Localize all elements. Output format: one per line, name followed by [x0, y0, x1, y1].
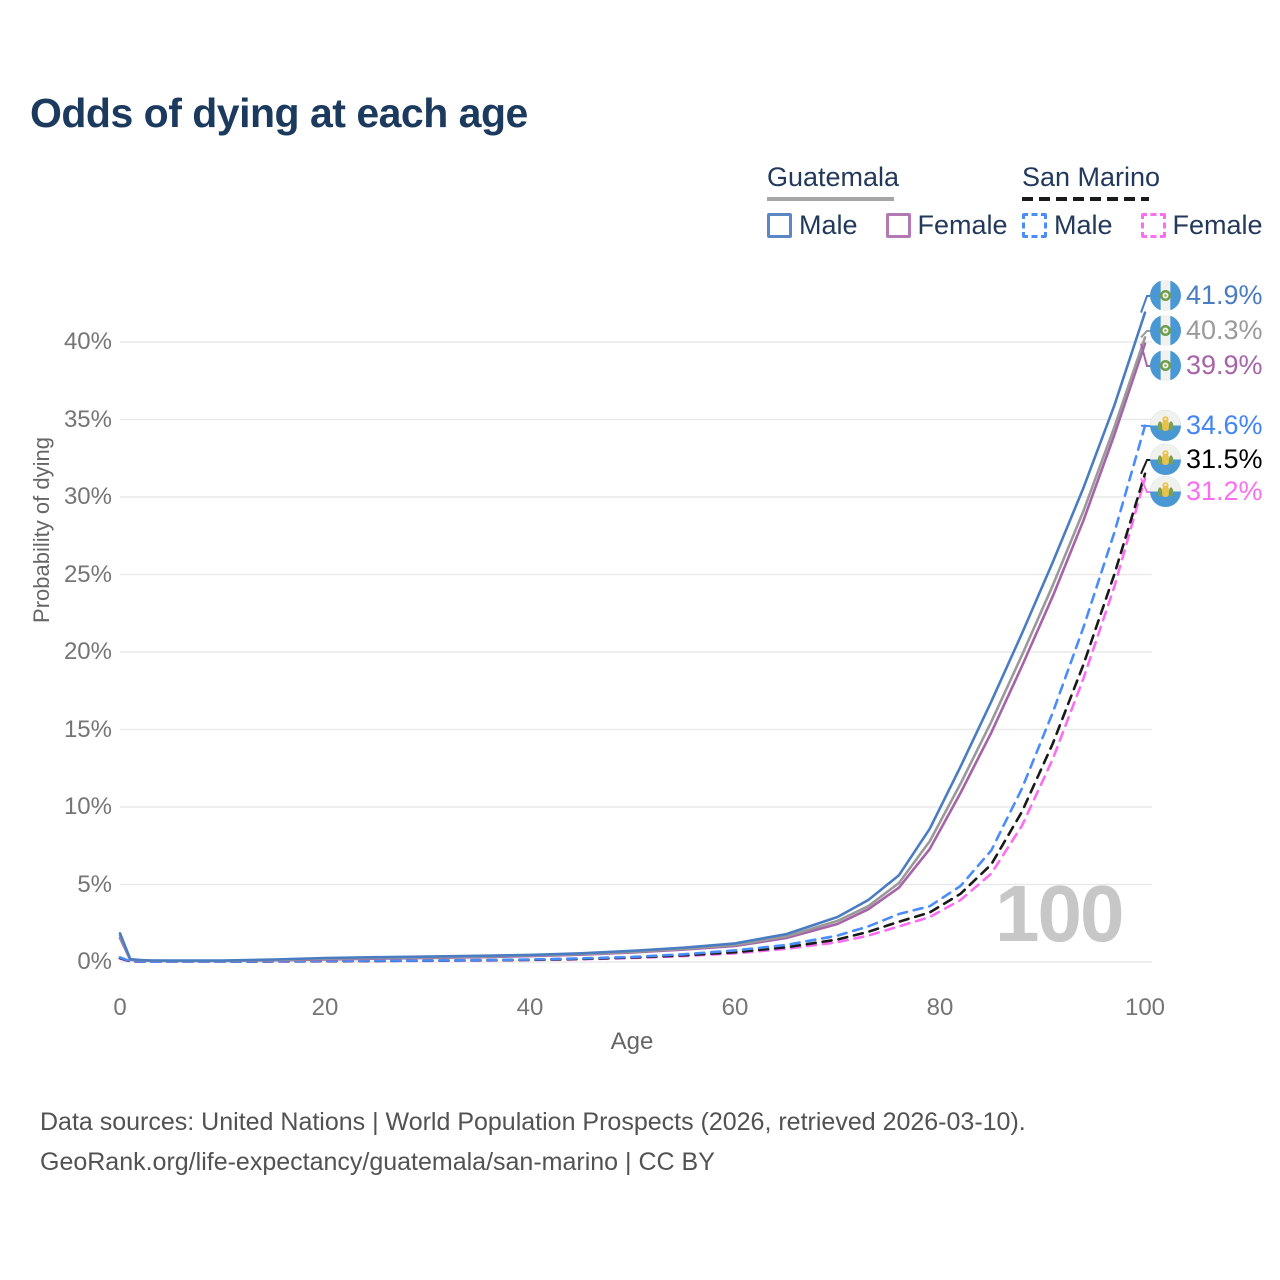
guatemala-female-swatch-icon — [885, 213, 911, 238]
y-tick-label: 0% — [77, 948, 112, 975]
y-tick-label: 10% — [63, 793, 112, 820]
legend-item-label: Female — [917, 210, 1008, 240]
x-tick-label: 40 — [516, 994, 544, 1021]
end-label-guatemala-both-sexes: 40.3% — [1150, 315, 1263, 346]
san-marino-male-swatch-icon — [1022, 213, 1047, 238]
x-tick-label: 60 — [721, 994, 749, 1021]
legend-item-guatemala-female[interactable]: Female — [885, 210, 1008, 241]
y-tick-label: 35% — [63, 405, 112, 433]
y-tick-label: 40% — [63, 328, 112, 355]
end-value-text: 39.9% — [1186, 350, 1263, 380]
series-san-marino-female[interactable] — [118, 477, 1147, 963]
legend-group-guatemala: Guatemala Male Female — [767, 162, 1008, 241]
san-marino-female-swatch-icon — [1140, 213, 1166, 238]
end-value-text: 34.6% — [1186, 410, 1263, 440]
guatemala-flag-icon — [1150, 280, 1181, 311]
legend-group-san-marino: San Marino Male Female — [1022, 162, 1263, 241]
age-watermark: 100 — [995, 869, 1124, 958]
san-marino-flag-icon — [1150, 444, 1181, 475]
x-tick-label: 20 — [311, 994, 339, 1021]
guatemala-male-swatch-icon — [767, 213, 792, 238]
footer-data-sources: Data sources: United Nations | World Pop… — [40, 1108, 1026, 1136]
guatemala-flag-icon — [1150, 315, 1181, 346]
annotation-leader-line — [1140, 343, 1151, 367]
footer-attribution: GeoRank.org/life-expectancy/guatemala/sa… — [40, 1148, 715, 1176]
legend-item-label: Male — [799, 210, 858, 240]
end-label-san-marino-male: 34.6% — [1150, 410, 1263, 441]
legend-group-title-guatemala[interactable]: Guatemala — [767, 162, 900, 192]
end-value-text: 40.3% — [1186, 315, 1263, 345]
annotation-leader-line — [1140, 477, 1151, 493]
san-marino-flag-icon — [1150, 476, 1181, 507]
y-tick-label: 20% — [63, 638, 112, 665]
end-label-guatemala-male: 41.9% — [1150, 280, 1263, 311]
legend-item-label: Female — [1172, 210, 1263, 240]
y-tick-label: 25% — [63, 560, 112, 588]
legend-group-title-san-marino[interactable]: San Marino — [1022, 162, 1161, 192]
end-label-guatemala-female: 39.9% — [1150, 350, 1263, 381]
series-san-marino-male[interactable] — [118, 424, 1147, 963]
x-tick-label: 0 — [113, 994, 127, 1021]
annotation-leader-line — [1140, 459, 1151, 475]
series-san-marino-both-sexes[interactable] — [118, 472, 1147, 963]
san-marino-line-style-sample — [1022, 197, 1149, 201]
series-guatemala-male[interactable] — [118, 311, 1147, 962]
legend-item-san-marino-male[interactable]: Male — [1022, 210, 1113, 241]
series-guatemala-both-sexes[interactable] — [118, 336, 1147, 963]
y-tick-label: 30% — [63, 483, 112, 510]
y-tick-label: 5% — [77, 870, 112, 898]
guatemala-flag-icon — [1150, 350, 1181, 381]
end-value-text: 31.5% — [1186, 444, 1263, 474]
annotation-leader-line — [1140, 295, 1151, 313]
end-label-san-marino-female: 31.2% — [1150, 476, 1263, 507]
x-tick-label: 80 — [926, 994, 954, 1021]
end-value-text: 41.9% — [1186, 280, 1263, 310]
annotation-leader-line — [1140, 330, 1151, 339]
legend-item-san-marino-female[interactable]: Female — [1140, 210, 1263, 241]
y-axis-title: Probability of dying — [29, 437, 54, 623]
x-tick-label: 100 — [1124, 994, 1166, 1021]
end-label-san-marino-both-sexes: 31.5% — [1150, 444, 1263, 475]
page-title: Odds of dying at each age — [30, 90, 528, 136]
end-value-text: 31.2% — [1186, 476, 1263, 506]
legend-item-guatemala-male[interactable]: Male — [767, 210, 858, 241]
y-tick-label: 15% — [63, 715, 112, 743]
x-axis-title: Age — [610, 1028, 654, 1055]
guatemala-line-style-sample — [767, 197, 894, 201]
san-marino-flag-icon — [1150, 410, 1181, 441]
legend-item-label: Male — [1054, 210, 1113, 240]
